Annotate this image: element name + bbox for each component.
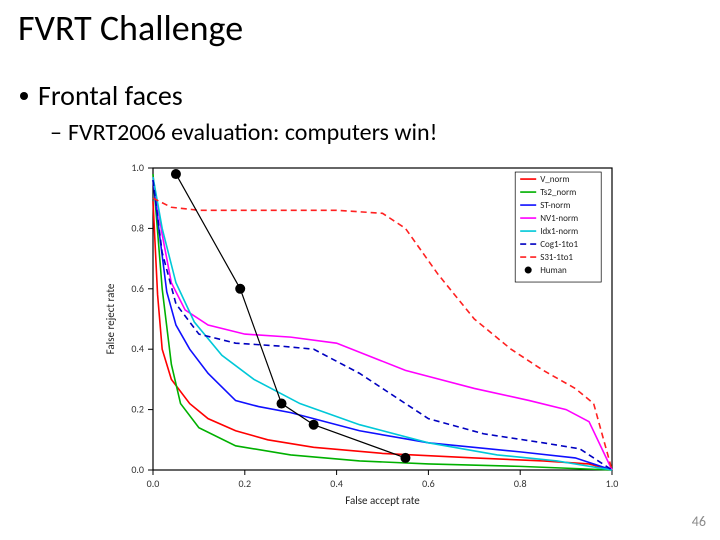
page-number: 46 (692, 513, 706, 530)
legend-label: ST-norm (540, 200, 570, 211)
x-axis-label: False accept rate (345, 494, 420, 507)
x-tick-label: 0.0 (147, 477, 160, 490)
chart-container: 0.0 0.2 0.4 0.6 0.8 1.0 0.0 0.2 0.4 0.6 0.8 1.0 Fals… (98, 160, 622, 510)
bullet-level-1: Frontal faces (20, 78, 183, 113)
human-point (309, 420, 319, 430)
human-line (176, 174, 406, 458)
legend-label: NV1-norm (540, 213, 578, 224)
human-point (277, 399, 287, 409)
bullet-2-text: FVRT2006 evaluation: computers win! (68, 118, 437, 147)
bullet-level-2: –FVRT2006 evaluation: computers win! (50, 118, 437, 147)
bullet-dot-icon (20, 92, 28, 100)
y-tick-label: 0.2 (131, 403, 144, 416)
bullet-dash-icon: – (50, 118, 62, 147)
legend-marker (525, 267, 532, 274)
y-tick-label: 0.4 (131, 342, 144, 355)
human-point (400, 453, 410, 463)
x-tick-label: 0.8 (514, 477, 527, 490)
x-tick-label: 0.6 (422, 477, 435, 490)
legend-label: V_norm (540, 174, 569, 185)
y-tick-label: 0.8 (131, 221, 144, 234)
legend-label: S31-1to1 (540, 252, 573, 263)
y-tick-label: 0.0 (131, 463, 144, 476)
x-tick-label: 0.4 (330, 477, 343, 490)
legend-label: Human (540, 265, 567, 276)
x-tick-label: 1.0 (606, 477, 619, 490)
bullet-1-text: Frontal faces (38, 78, 183, 113)
legend-label: Cog1-1to1 (540, 239, 578, 250)
legend-label: Idx1-norm (540, 226, 578, 237)
y-axis-label: False reject rate (104, 283, 117, 354)
y-tick-label: 0.6 (131, 282, 144, 295)
roc-chart: 0.0 0.2 0.4 0.6 0.8 1.0 0.0 0.2 0.4 0.6 0.8 1.0 Fals… (98, 160, 622, 510)
legend-label: Ts2_norm (540, 187, 576, 198)
human-point (171, 169, 181, 179)
human-point (235, 284, 245, 294)
x-tick-label: 0.2 (238, 477, 251, 490)
y-tick-label: 1.0 (131, 161, 144, 174)
slide-title: FVRT Challenge (18, 6, 243, 50)
slide: FVRT Challenge Frontal faces –FVRT2006 e… (0, 0, 720, 540)
